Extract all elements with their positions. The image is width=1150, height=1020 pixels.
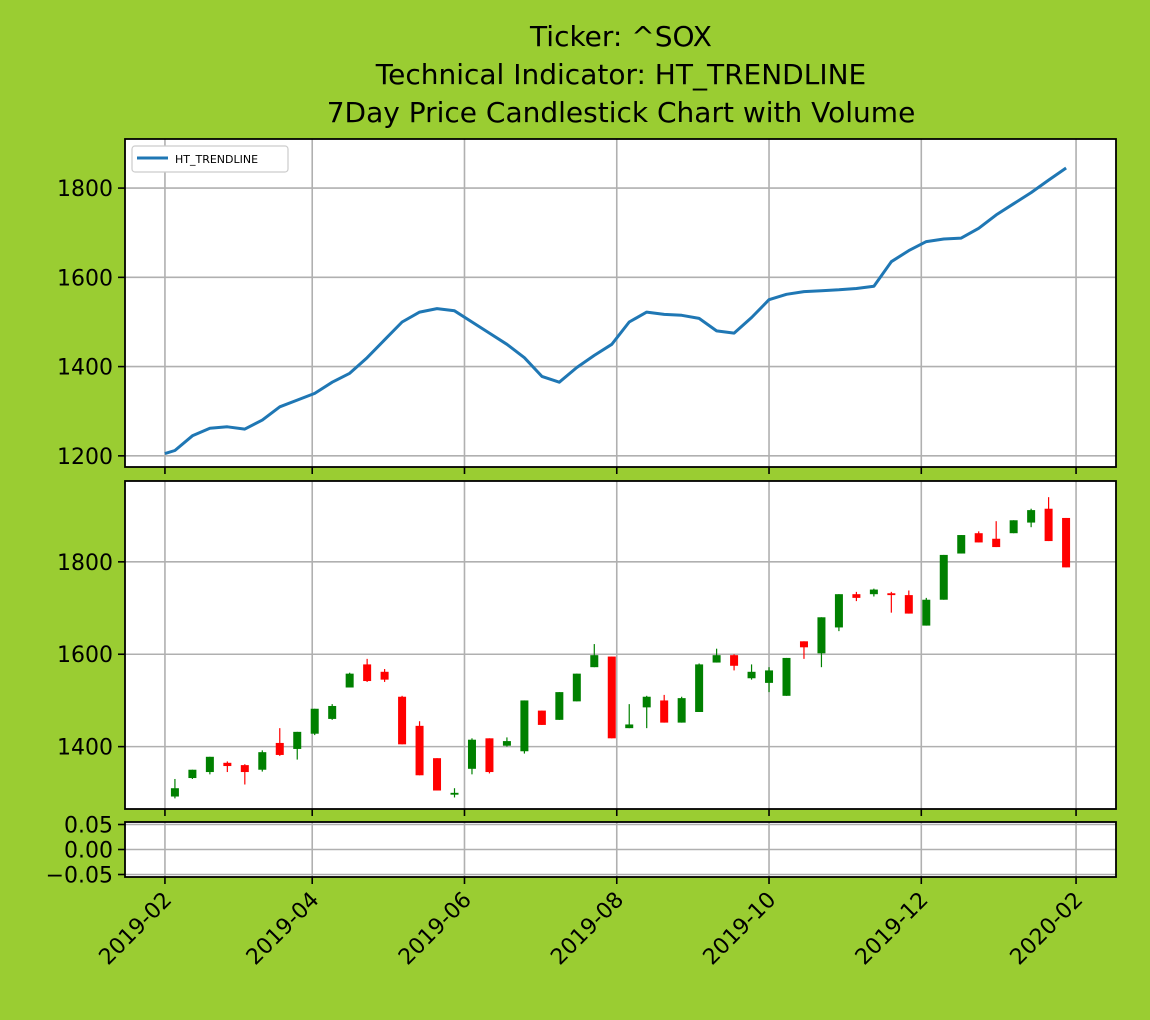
candle-body-down [974, 533, 983, 543]
indicator-frame [124, 138, 1117, 468]
candle-body-up [834, 594, 843, 628]
candle-body-up [170, 788, 179, 797]
x-tick-label: 2019-10 [699, 888, 782, 971]
candle-body-down [887, 593, 896, 596]
candle-body-down [537, 710, 546, 725]
indicator-y-tick-label: 1400 [57, 356, 113, 381]
candle-body-up [712, 655, 721, 663]
volume-y-tick-label: −0.05 [46, 864, 113, 889]
x-tick-label: 2019-08 [546, 888, 629, 971]
chart-title-line-3: 7Day Price Candlestick Chart with Volume [327, 96, 916, 129]
candle-body-down [852, 594, 861, 598]
candle-body-down [1062, 517, 1071, 568]
candle-body-down [433, 758, 442, 791]
candle-body-up [677, 698, 686, 723]
candle-body-up [590, 655, 599, 668]
candle-body-up [328, 705, 337, 719]
candle-body-up [258, 752, 267, 770]
x-tick-label: 2019-06 [394, 888, 477, 971]
candle-body-down [1044, 508, 1053, 542]
candle-body-up [695, 664, 704, 712]
price-y-tick-label: 1800 [57, 551, 113, 576]
candle-body-up [572, 673, 581, 702]
candle-body-down [660, 700, 669, 723]
price-y-tick-label: 1600 [57, 643, 113, 668]
x-tick-label: 2019-04 [242, 888, 325, 971]
candle-body-up [310, 708, 319, 734]
x-tick-label: 2020-02 [1006, 888, 1089, 971]
chart-title-line-1: Ticker: ^SOX [529, 20, 712, 53]
candle-body-up [642, 696, 651, 708]
candle-body-up [467, 739, 476, 769]
candle-body-down [904, 595, 913, 614]
candle-body-up [817, 617, 826, 654]
indicator-y-tick-label: 1800 [57, 177, 113, 202]
price-plot-area [125, 481, 1116, 809]
candle-body-up [188, 769, 197, 779]
candle-body-up [625, 724, 634, 729]
candle-body-down [415, 725, 424, 776]
ht-trendline-line [164, 166, 1067, 456]
x-tick-label: 2019-12 [851, 888, 934, 971]
volume-y-tick-label: 0.00 [64, 839, 113, 864]
candle-body-down [380, 671, 389, 680]
candle-body-up [502, 741, 511, 746]
candle-body-down [363, 664, 372, 682]
candle-body-up [520, 700, 529, 752]
candle-body-down [398, 696, 407, 745]
candle-body-up [1027, 510, 1036, 523]
candle-body-up [782, 657, 791, 696]
candle-body-up [957, 535, 966, 554]
candle-body-down [607, 656, 616, 739]
candle-body-up [939, 554, 948, 600]
indicator-y-tick-label: 1200 [57, 445, 113, 470]
candle-body-up [450, 792, 459, 795]
candle-body-down [240, 765, 249, 773]
candle-body-down [799, 641, 808, 648]
price-y-tick-label: 1400 [57, 736, 113, 761]
candle-body-up [1009, 520, 1018, 534]
candle-body-up [293, 731, 302, 749]
candle-body-up [205, 756, 214, 773]
legend-label: HT_TRENDLINE [175, 153, 258, 166]
volume-y-tick-label: 0.05 [64, 814, 113, 839]
candle-body-down [992, 538, 1001, 548]
candle-body-down [223, 762, 232, 767]
indicator-y-tick-label: 1600 [57, 266, 113, 291]
volume-frame [124, 821, 1117, 878]
candle-body-down [275, 742, 284, 755]
candle-body-up [765, 670, 774, 683]
candle-body-up [747, 671, 756, 679]
candle-body-down [730, 655, 739, 666]
legend-box [131, 145, 289, 173]
candle-body-up [922, 599, 931, 626]
chart-title-line-2: Technical Indicator: HT_TRENDLINE [375, 58, 866, 91]
indicator-plot-area [125, 139, 1116, 467]
candle-body-up [555, 692, 564, 720]
candle-body-down [485, 738, 494, 773]
candle-body-up [345, 673, 354, 688]
x-tick-label: 2019-02 [95, 888, 178, 971]
candle-body-up [869, 589, 878, 595]
price-frame [124, 480, 1117, 810]
